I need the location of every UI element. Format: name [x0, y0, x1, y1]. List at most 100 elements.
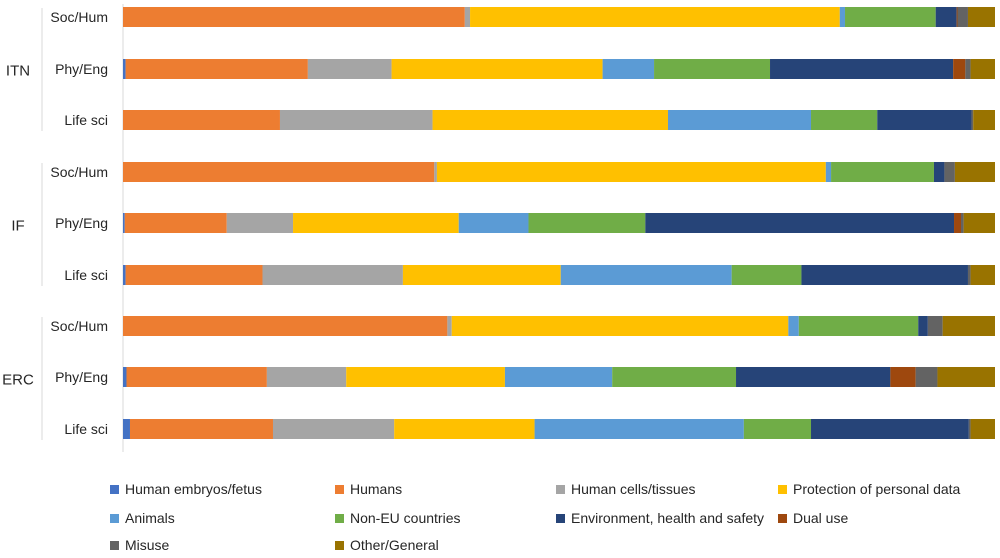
legend-label: Environment, health and safety — [571, 510, 765, 526]
bar-segment — [123, 7, 465, 27]
bar-segment — [602, 59, 655, 79]
bar-segment — [788, 316, 799, 336]
legend-item: Animals — [110, 510, 175, 526]
legend-swatch — [110, 484, 119, 494]
legend-label: Protection of personal data — [793, 481, 961, 497]
bar-segment — [918, 316, 928, 336]
bar-segment — [957, 7, 968, 27]
bar-segment — [811, 419, 969, 439]
legend-swatch — [778, 513, 787, 523]
bar-segment — [967, 7, 995, 27]
bar-segment — [845, 7, 936, 27]
legend-label: Humans — [350, 481, 403, 497]
bar-segment — [434, 162, 437, 182]
bar-segment — [402, 265, 561, 285]
bar-segment — [811, 110, 878, 130]
legend-label: Other/General — [350, 537, 439, 553]
legend-swatch — [778, 484, 787, 494]
bar-segment — [123, 59, 126, 79]
bar-segment — [915, 367, 938, 387]
bar-segment — [272, 419, 395, 439]
bar-segment — [391, 59, 603, 79]
bar-segment — [654, 59, 771, 79]
bar-segment — [956, 7, 958, 27]
bar-segment — [798, 316, 919, 336]
legend-label: Human cells/tissues — [571, 481, 696, 497]
bar-segment — [935, 7, 957, 27]
legend-item: Misuse — [110, 537, 169, 553]
bar-segment — [968, 419, 971, 439]
bar-segment — [464, 7, 471, 27]
bar-segment — [279, 110, 433, 130]
bar-segment — [346, 367, 505, 387]
bar-segment — [125, 59, 308, 79]
category-tick-label: Life sci — [64, 267, 108, 283]
bar-segment — [534, 419, 744, 439]
bar-segment — [770, 59, 954, 79]
bar-segment — [612, 367, 737, 387]
bar-segment — [126, 367, 267, 387]
category-tick-label: Phy/Eng — [55, 61, 108, 77]
legend-label: Misuse — [125, 537, 170, 553]
bar-segment — [307, 59, 392, 79]
group-label: ITN — [6, 63, 30, 80]
legend-item: Humans — [335, 481, 402, 497]
bar-segment — [394, 419, 535, 439]
bar-segment — [293, 213, 459, 233]
legend-label: Non-EU countries — [350, 510, 461, 526]
legend-swatch — [335, 540, 344, 550]
legend-label: Dual use — [793, 510, 849, 526]
bar-segment — [504, 367, 613, 387]
bar-segment — [528, 213, 646, 233]
bar-segment — [933, 162, 945, 182]
bar-segment — [970, 265, 995, 285]
bar-segment — [801, 265, 968, 285]
bar-segment — [123, 265, 126, 285]
legend-swatch — [335, 484, 344, 494]
legend-item: Environment, health and safety — [556, 510, 764, 526]
bar-segment — [890, 367, 916, 387]
legend-label: Animals — [125, 510, 175, 526]
category-tick-label: Life sci — [64, 112, 108, 128]
bar-segment — [125, 265, 263, 285]
category-tick-label: Phy/Eng — [55, 369, 108, 385]
bar-segment — [668, 110, 812, 130]
legend-label: Human embryos/fetus — [125, 481, 262, 497]
category-tick-label: Soc/Hum — [50, 318, 108, 334]
bar-segment — [973, 110, 995, 130]
bar-segment — [470, 7, 840, 27]
legend-swatch — [556, 513, 565, 523]
bar-segment — [266, 367, 347, 387]
bar-segment — [831, 162, 934, 182]
stacked-bar-chart: ITN Soc/Hum Phy/Eng Life sci IF Soc/Hum Phy/En… — [2, 4, 995, 452]
bar-segment — [645, 213, 955, 233]
bar-segment — [743, 419, 811, 439]
legend-item: Other/General — [335, 537, 439, 553]
bar-segment — [123, 419, 130, 439]
legend-swatch — [556, 484, 565, 494]
bar-segment — [129, 419, 273, 439]
legend-swatch — [110, 513, 119, 523]
bar-segment — [942, 316, 995, 336]
bar-segment — [447, 316, 452, 336]
bar-segment — [731, 265, 802, 285]
bar-segment — [123, 110, 280, 130]
legend-item: Human embryos/fetus — [110, 481, 262, 497]
bar-segment — [432, 110, 668, 130]
legend-item: Non-EU countries — [335, 510, 461, 526]
legend-swatch — [335, 513, 344, 523]
bar-segment — [123, 162, 435, 182]
bar-segment — [970, 59, 995, 79]
bar-segment — [960, 213, 964, 233]
legend-item: Human cells/tissues — [556, 481, 696, 497]
bar-segment — [262, 265, 403, 285]
bar-segment — [967, 265, 971, 285]
bar-segment — [963, 213, 995, 233]
bar-segment — [458, 213, 529, 233]
bar-segment — [825, 162, 832, 182]
legend-item: Protection of personal data — [778, 481, 960, 497]
bar-segment — [877, 110, 972, 130]
bar-segment — [944, 162, 955, 182]
bar-segment — [123, 367, 127, 387]
category-tick-label: Soc/Hum — [50, 164, 108, 180]
